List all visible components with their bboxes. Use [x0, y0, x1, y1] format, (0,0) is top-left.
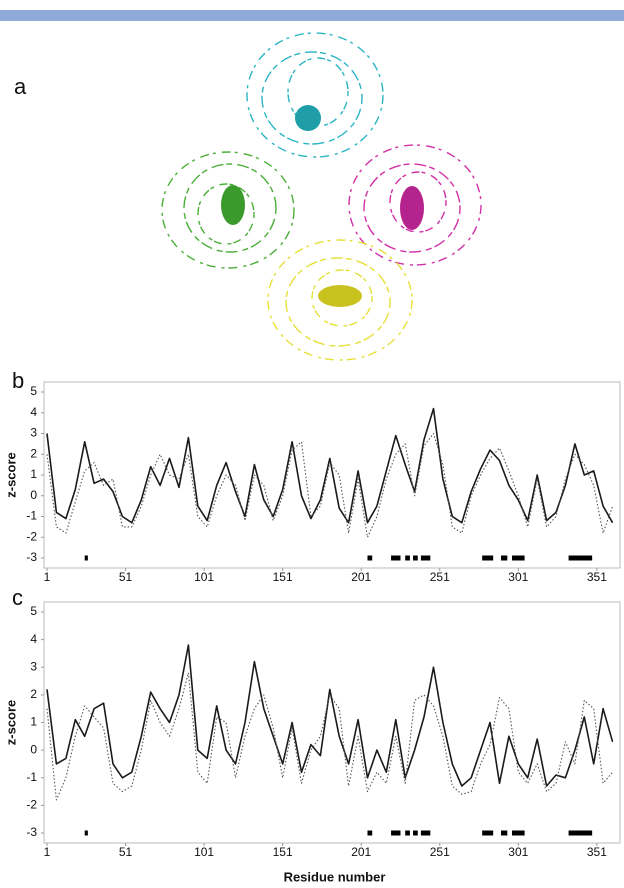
- residue-segment: [482, 555, 494, 561]
- x-tick-label: 1: [44, 845, 51, 859]
- residue-segment: [420, 830, 431, 836]
- series-line: [46, 432, 614, 538]
- x-tick-label: 101: [194, 845, 214, 859]
- y-tick-label: 2: [30, 446, 37, 460]
- y-tick-label: 0: [30, 742, 37, 756]
- y-axis-label: z-score: [3, 452, 18, 498]
- x-tick-label: 1: [44, 570, 51, 584]
- y-tick-label: 5: [30, 604, 37, 618]
- subunit: [267, 239, 413, 361]
- plot-frame: [43, 601, 621, 844]
- x-tick-label: 301: [508, 570, 528, 584]
- residue-segment: [482, 830, 494, 836]
- residue-segment: [501, 830, 508, 836]
- x-tick-label: 301: [508, 845, 528, 859]
- x-tick-label: 251: [430, 570, 450, 584]
- y-tick-label: -3: [26, 550, 37, 564]
- subunit: [161, 151, 295, 269]
- y-tick-label: -2: [26, 798, 37, 812]
- residue-segment: [391, 555, 401, 561]
- panel-label: a: [14, 74, 27, 99]
- plot-frame: [43, 381, 621, 569]
- x-tick-label: 351: [587, 845, 607, 859]
- top-bar: [0, 10, 624, 21]
- residue-segment: [501, 555, 508, 561]
- x-tick-label: 151: [273, 845, 293, 859]
- residue-segment: [367, 830, 373, 836]
- x-tick-label: 151: [273, 570, 293, 584]
- x-tick-label: 201: [351, 570, 371, 584]
- residue-segment: [512, 830, 525, 836]
- subunit: [246, 32, 384, 158]
- residue-segment: [405, 555, 410, 561]
- residue-segment: [413, 830, 418, 836]
- residue-segment: [568, 830, 593, 836]
- y-tick-label: -3: [26, 825, 37, 839]
- residue-segment: [568, 555, 593, 561]
- x-tick-label: 201: [351, 845, 371, 859]
- y-tick-label: 3: [30, 426, 37, 440]
- x-tick-label: 51: [119, 570, 133, 584]
- panel-label: c: [12, 585, 23, 610]
- x-tick-label: 101: [194, 570, 214, 584]
- y-tick-label: 2: [30, 687, 37, 701]
- residue-segment: [405, 830, 410, 836]
- y-tick-label: 4: [30, 632, 37, 646]
- residue-segment: [84, 555, 88, 561]
- y-tick-label: 1: [30, 715, 37, 729]
- y-tick-label: -1: [26, 509, 37, 523]
- residue-segment: [413, 555, 418, 561]
- y-tick-label: -2: [26, 529, 37, 543]
- residue-segment: [367, 555, 373, 561]
- y-tick-label: 0: [30, 488, 37, 502]
- y-tick-label: 1: [30, 467, 37, 481]
- x-tick-label: 351: [587, 570, 607, 584]
- y-tick-label: 4: [30, 405, 37, 419]
- panel-label: b: [12, 368, 24, 393]
- residue-segment: [512, 555, 525, 561]
- x-tick-label: 251: [430, 845, 450, 859]
- y-tick-label: 3: [30, 659, 37, 673]
- residue-segment: [391, 830, 401, 836]
- residue-segment: [84, 830, 88, 836]
- residue-segment: [420, 555, 431, 561]
- series-line: [46, 644, 614, 787]
- subunit: [348, 144, 482, 266]
- y-axis-label: z-score: [3, 700, 18, 746]
- x-tick-label: 51: [119, 845, 133, 859]
- y-tick-label: 5: [30, 384, 37, 398]
- x-axis-label: Residue number: [284, 869, 386, 884]
- protein-structure: [161, 32, 482, 361]
- series-line: [46, 407, 614, 524]
- y-tick-label: -1: [26, 770, 37, 784]
